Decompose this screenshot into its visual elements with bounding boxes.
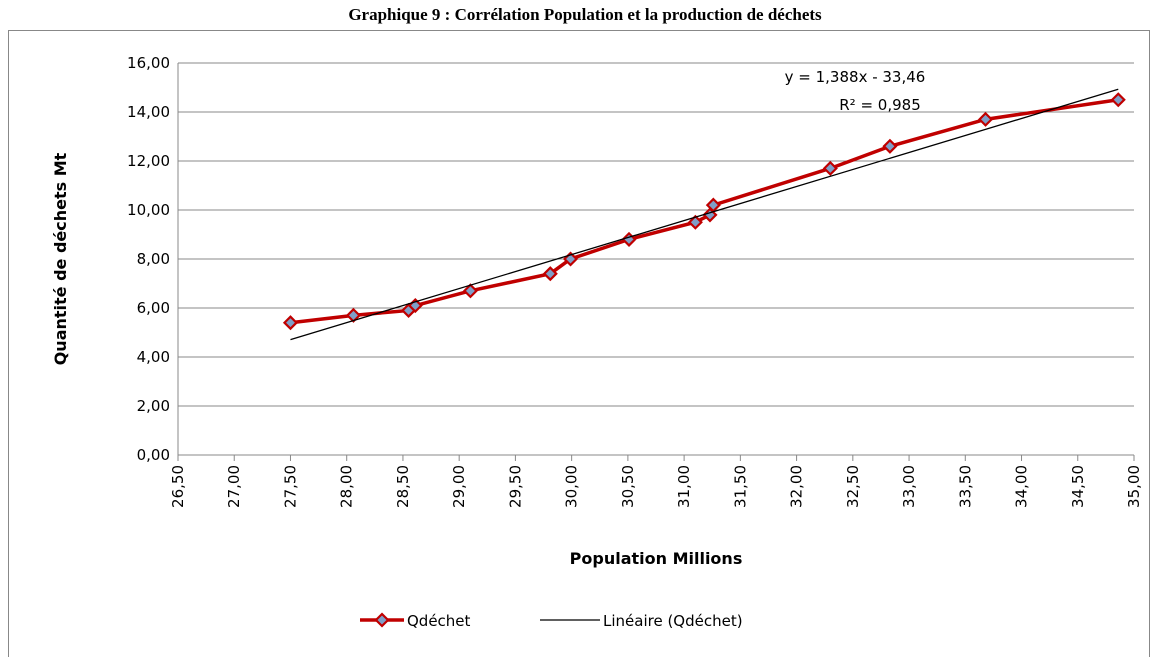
x-tick-label: 29,50	[506, 465, 524, 508]
y-tick-label: 16,00	[127, 54, 170, 72]
marker	[462, 283, 478, 299]
x-tick-label: 31,50	[731, 465, 749, 508]
x-tick-label: 28,00	[338, 465, 356, 508]
y-tick-label: 0,00	[137, 446, 170, 464]
y-tick-label: 6,00	[137, 299, 170, 317]
marker	[562, 251, 579, 267]
marker	[345, 307, 362, 323]
marker	[882, 138, 898, 154]
x-tick-label: 31,00	[675, 465, 693, 508]
x-tick-label: 29,00	[450, 465, 468, 508]
x-tick-label: 33,50	[956, 465, 974, 508]
x-tick-label: 32,00	[788, 465, 806, 508]
trend-line	[290, 88, 1119, 341]
marker	[1110, 92, 1126, 108]
x-tick-label: 28,50	[394, 465, 412, 508]
chart-frame	[8, 30, 1150, 661]
marker	[687, 214, 703, 230]
x-axis-label: Population Millions	[570, 549, 743, 568]
y-tick-label: 4,00	[137, 348, 170, 366]
y-tick-label: 14,00	[127, 103, 170, 121]
x-tick-label: 30,50	[619, 465, 637, 508]
marker	[702, 207, 718, 223]
legend-label: Linéaire (Qdéchet)	[603, 612, 743, 630]
marker	[282, 315, 299, 331]
x-tick-label: 34,00	[1013, 465, 1031, 508]
x-tick-label: 30,00	[563, 465, 581, 508]
y-tick-label: 12,00	[127, 152, 170, 170]
legend-marker	[374, 612, 390, 628]
legend-label: Qdéchet	[407, 612, 471, 630]
annotation: y = 1,388x - 33,46	[785, 68, 926, 86]
x-tick-label: 35,00	[1125, 465, 1143, 508]
x-tick-label: 27,50	[281, 465, 299, 508]
y-tick-label: 8,00	[137, 250, 170, 268]
x-tick-label: 34,50	[1069, 465, 1087, 508]
x-tick-label: 32,50	[844, 465, 862, 508]
x-tick-label: 26,50	[169, 465, 187, 508]
y-tick-label: 2,00	[137, 397, 170, 415]
x-tick-label: 33,00	[900, 465, 918, 508]
chart-title: Graphique 9 : Corrélation Population et …	[348, 5, 822, 24]
marker	[822, 160, 838, 176]
marker	[977, 111, 994, 127]
y-axis-label: Quantité de déchets Mt	[51, 152, 70, 365]
y-tick-label: 10,00	[127, 201, 170, 219]
annotation: R² = 0,985	[839, 96, 920, 114]
x-tick-label: 27,00	[225, 465, 243, 508]
marker	[542, 266, 558, 282]
